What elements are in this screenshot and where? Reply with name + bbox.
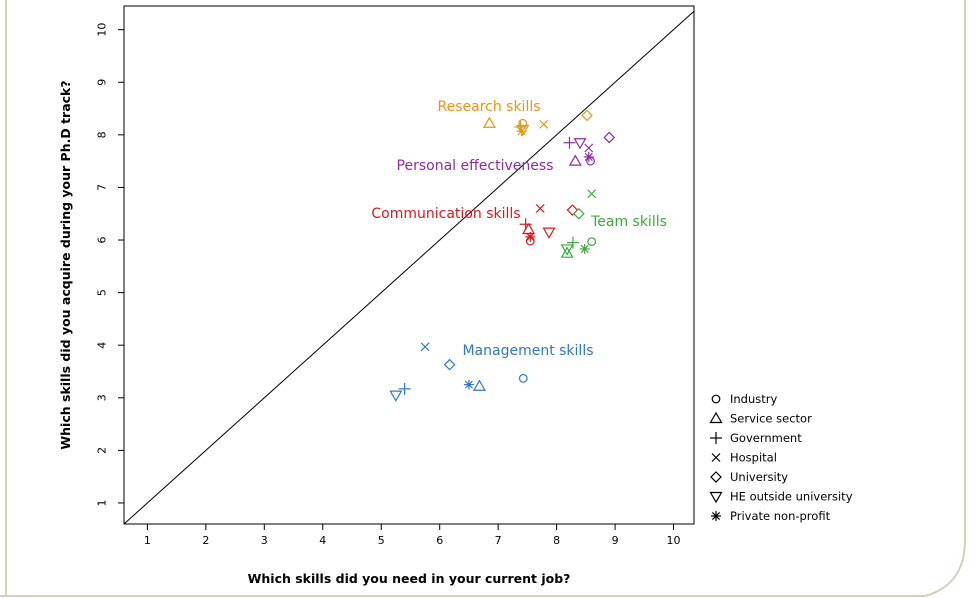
point-cross: [539, 119, 549, 129]
x-axis: 1 2 3 4 5 6 7 8 9 10: [144, 524, 681, 547]
point-plus: [563, 136, 576, 149]
point-plus: [566, 236, 579, 249]
legend-label: Hospital: [730, 451, 777, 465]
point-cross: [535, 204, 545, 213]
legend-triangle-down-icon: [709, 491, 723, 504]
point-diamond: [572, 207, 585, 220]
point-cross: [587, 189, 597, 199]
point-asterisk: [516, 126, 527, 137]
point-circle: [587, 237, 597, 246]
point-diamond: [443, 358, 456, 371]
y-axis: 1 2 3 4 5 6 7 8 9 10: [96, 23, 124, 506]
legend-label: Service sector: [730, 412, 812, 426]
legend-label: HE outside university: [730, 490, 853, 504]
group-label: Communication skills: [371, 206, 520, 222]
y-axis-title: Which skills did you acquire during your…: [58, 80, 73, 449]
legend-label: Private non-profit: [730, 509, 831, 523]
x-tick-label: 7: [495, 534, 502, 547]
legend-label: University: [730, 470, 788, 484]
legend-plus-icon: [710, 432, 722, 444]
legend-cross-icon: [711, 453, 721, 462]
diagonal-layer: [123, 10, 695, 525]
point-plus: [519, 218, 532, 231]
point-diamond: [581, 109, 593, 122]
point-triangle-up: [472, 379, 486, 391]
point-triangle-down: [389, 390, 403, 402]
x-tick-label: 6: [436, 534, 443, 547]
y-tick-label: 4: [96, 342, 109, 349]
x-tick-label: 4: [319, 534, 326, 547]
point-diamond: [566, 204, 579, 216]
legend: Industry Service sector Government Hospital…: [709, 392, 853, 523]
x-tick-label: 9: [612, 534, 619, 547]
y-tick-label: 6: [96, 237, 109, 244]
x-tick-label: 10: [667, 534, 681, 547]
legend-diamond-icon: [710, 471, 722, 483]
point-triangle-down: [542, 227, 556, 239]
point-asterisk: [579, 243, 590, 254]
point-asterisk: [463, 379, 474, 390]
group-label: Research skills: [437, 99, 540, 115]
point-asterisk: [583, 151, 594, 162]
legend-circle-icon: [711, 394, 721, 404]
point-triangle-up: [568, 154, 582, 166]
x-axis-title: Which skills did you need in your curren…: [248, 571, 571, 586]
group-labels: Research skills Personal effectiveness Com…: [371, 99, 667, 359]
point-diamond: [603, 131, 616, 144]
point-triangle-up: [482, 116, 496, 128]
group-label: Team skills: [590, 214, 667, 230]
point-cross: [584, 143, 594, 153]
group-label: Personal effectiveness: [397, 158, 554, 174]
point-cross: [420, 342, 430, 352]
y-tick-label: 3: [96, 394, 109, 401]
data-points: [389, 109, 616, 402]
group-label: Management skills: [462, 343, 593, 359]
y-tick-label: 10: [96, 23, 109, 37]
point-plus: [398, 382, 411, 395]
x-tick-label: 8: [553, 534, 560, 547]
x-tick-label: 3: [261, 534, 268, 547]
y-tick-label: 2: [96, 447, 109, 454]
y-tick-label: 7: [96, 184, 109, 191]
point-triangle-down: [573, 138, 587, 150]
legend-triangle-up-icon: [709, 411, 723, 424]
point-triangle-up: [560, 246, 574, 258]
x-tick-label: 5: [378, 534, 385, 547]
legend-label: Government: [730, 431, 802, 445]
legend-asterisk-icon: [711, 511, 721, 521]
plot-area: [123, 5, 695, 525]
x-tick-label: 1: [144, 534, 151, 547]
y-tick-label: 8: [96, 131, 109, 138]
point-asterisk: [525, 231, 536, 242]
x-tick-label: 2: [202, 534, 209, 547]
diagonal-line: [123, 10, 695, 525]
point-triangle-down: [560, 244, 574, 256]
y-tick-label: 1: [96, 499, 109, 506]
y-tick-label: 9: [96, 79, 109, 86]
point-circle: [518, 373, 528, 383]
y-tick-label: 5: [96, 289, 109, 296]
legend-label: Industry: [730, 392, 777, 406]
